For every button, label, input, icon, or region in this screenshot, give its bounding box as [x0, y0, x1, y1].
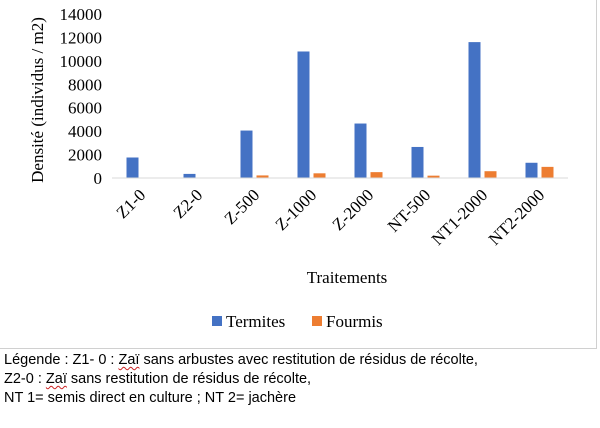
caption-text: sans arbustes avec restitution de résidu…: [139, 352, 478, 368]
x-tick-label: Z1-0: [113, 185, 150, 222]
caption-text: Z2-0 :: [4, 371, 46, 387]
bar-fourmis-z-2000: [370, 172, 383, 178]
y-tick-label: 0: [94, 169, 103, 188]
x-tick-label: NT-500: [384, 185, 434, 235]
bar-termites-nt-500: [411, 146, 424, 178]
caption: Légende : Z1- 0 : Zaï sans arbustes avec…: [4, 351, 594, 408]
x-tick-label: Z-500: [221, 185, 264, 228]
bar-termites-z-500: [240, 130, 253, 178]
caption-text: Légende : Z1- 0 :: [4, 352, 119, 368]
legend: Termites Fourmis: [212, 312, 383, 331]
caption-text: Zaï: [45, 371, 67, 387]
bar-chart: 0 2000 4000 6000 8000 10000 12000 14000 Z1-0 Z2-…: [28, 5, 568, 331]
y-tick-label: 10000: [60, 52, 103, 71]
bar-fourmis-nt-500: [427, 175, 440, 178]
bar-fourmis-z-500: [256, 175, 269, 178]
x-tick-label: Z2-0: [170, 185, 207, 222]
y-tick-label: 14000: [60, 5, 103, 24]
y-tick-label: 12000: [60, 28, 103, 47]
bar-fourmis-nt2-2000: [541, 166, 554, 178]
y-tick-label: 4000: [68, 122, 102, 141]
bar-termites-z-1000: [297, 51, 310, 178]
x-axis-ticks: Z1-0 Z2-0 Z-500 Z-1000 Z-2000 NT-500NT1-2000N…: [113, 185, 549, 249]
bar-termites-nt1-2000: [468, 42, 481, 178]
bar-fourmis-nt1-2000: [484, 171, 497, 178]
y-axis-title: Densité (individus / m2): [28, 17, 47, 183]
y-tick-label: 2000: [68, 146, 102, 165]
caption-text: Zaï: [118, 352, 140, 368]
x-axis-title: Traitements: [307, 268, 388, 287]
caption-text: sans restitution de résidus de récolte,: [66, 371, 312, 387]
x-tick-label: Z-1000: [272, 185, 321, 234]
bar-termites-z-2000: [354, 123, 367, 178]
chart-frame: 0 2000 4000 6000 8000 10000 12000 14000 Z1-0 Z2-…: [0, 0, 597, 349]
bar-fourmis-z-1000: [313, 173, 326, 178]
y-tick-label: 8000: [68, 75, 102, 94]
bars: [126, 42, 554, 178]
y-axis-ticks: 0 2000 4000 6000 8000 10000 12000 14000: [60, 5, 103, 188]
bar-termites-z2-0: [183, 173, 196, 178]
caption-line-1: Légende : Z1- 0 : Zaï sans arbustes avec…: [4, 351, 594, 370]
x-tick-label: Z-2000: [329, 185, 378, 234]
x-tick-label: NT2-2000: [485, 185, 549, 249]
legend-label-termites: Termites: [226, 312, 285, 331]
caption-line-2: Z2-0 : Zaï sans restitution de résidus d…: [4, 370, 594, 389]
bar-termites-nt2-2000: [525, 162, 538, 178]
legend-swatch-fourmis: [312, 316, 322, 326]
bar-termites-z1-0: [126, 157, 139, 178]
y-tick-label: 6000: [68, 99, 102, 118]
legend-swatch-termites: [212, 316, 222, 326]
legend-label-fourmis: Fourmis: [326, 312, 383, 331]
caption-line-3: NT 1= semis direct en culture ; NT 2= ja…: [4, 390, 297, 406]
x-tick-label: NT1-2000: [428, 185, 492, 249]
